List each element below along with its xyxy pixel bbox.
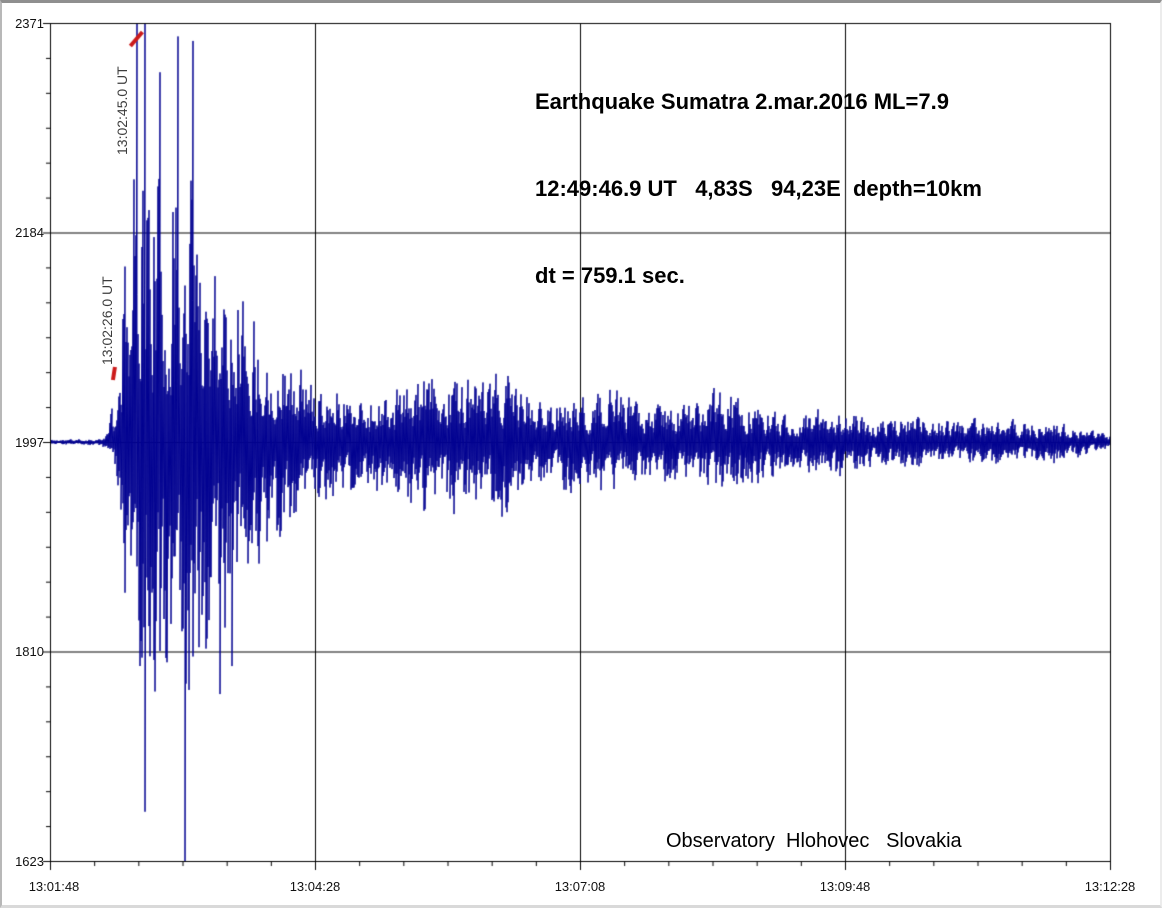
y-tick-label: 1997 [15, 435, 44, 450]
phase-annotation-label: 13:02:26.0 UT [98, 276, 115, 365]
phase-annotation-label: 13:02:45.0 UT [114, 66, 131, 155]
x-tick-label: 13:12:28 [1084, 879, 1136, 894]
event-dt: dt = 759.1 sec. [535, 263, 685, 288]
x-tick-label: 13:04:28 [289, 879, 341, 894]
y-tick-label: 1810 [15, 644, 44, 659]
station-info: Observatory Hlohovec Slovakia 48d.25´11"… [666, 771, 1010, 905]
seismogram-canvas [2, 3, 1160, 905]
event-info: Earthquake Sumatra 2.mar.2016 ML=7.9 12:… [535, 29, 982, 348]
event-origin: 12:49:46.9 UT 4,83S 94,23E depth=10km [535, 176, 982, 201]
station-name: Observatory Hlohovec Slovakia [666, 830, 962, 852]
y-tick-label: 1623 [15, 854, 44, 869]
y-tick-label: 2371 [15, 16, 44, 31]
x-tick-label: 13:07:08 [554, 879, 606, 894]
x-tick-label: 13:09:48 [819, 879, 871, 894]
event-title: Earthquake Sumatra 2.mar.2016 ML=7.9 [535, 89, 949, 114]
x-tick-label: 13:01:48 [28, 879, 80, 894]
y-tick-label: 2184 [15, 225, 44, 240]
